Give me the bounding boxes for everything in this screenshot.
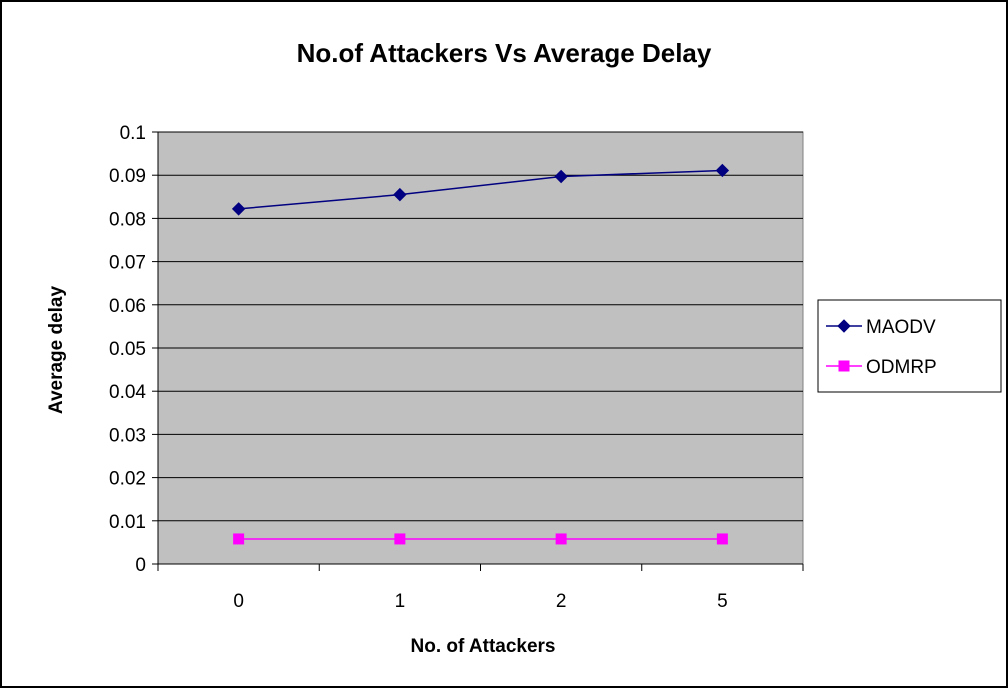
y-tick-label: 0.05 — [109, 339, 146, 360]
y-tick-label: 0.03 — [109, 425, 146, 446]
y-tick-label: 0.08 — [109, 209, 146, 230]
legend: MAODV ODMRP — [817, 299, 1002, 393]
gridlines — [158, 131, 803, 522]
x-tick-label: 1 — [395, 591, 406, 612]
x-tick-label: 0 — [233, 591, 244, 612]
x-tick-label: 5 — [717, 591, 728, 612]
axes: 0 0.01 0.02 0.03 0.04 0.05 0.06 0.07 0.08 0.09 0.1… — [109, 123, 804, 612]
legend-label-odmrp: ODMRP — [866, 357, 937, 378]
chart-title: No.of Attackers Vs Average Delay — [297, 38, 712, 68]
y-tick-label: 0.09 — [109, 166, 146, 187]
legend-marker-odmrp — [838, 360, 850, 372]
series-layer — [231, 163, 730, 545]
data-point-maodv — [554, 169, 568, 184]
data-point-maodv — [715, 163, 730, 178]
data-point-maodv — [231, 202, 246, 216]
y-tick-label: 0.02 — [109, 469, 146, 490]
y-tick-label: 0.1 — [120, 123, 146, 144]
y-axis-title: Average delay — [46, 285, 67, 414]
x-axis-title: No. of Attackers — [411, 636, 556, 657]
y-tick-label: 0.01 — [109, 512, 146, 533]
legend-label-maodv: MAODV — [866, 317, 936, 338]
data-point-odmrp — [716, 533, 728, 545]
data-point-odmrp — [555, 533, 567, 545]
y-tick-label: 0 — [135, 555, 146, 576]
y-tick-label: 0.07 — [109, 253, 146, 274]
legend-box — [817, 299, 1002, 393]
data-point-maodv — [393, 187, 407, 202]
x-tick-label: 2 — [556, 591, 567, 612]
y-tick-label: 0.06 — [109, 296, 146, 317]
data-point-odmrp — [394, 533, 406, 545]
data-point-odmrp — [233, 533, 245, 545]
legend-marker-maodv — [837, 319, 851, 333]
y-tick-label: 0.04 — [109, 382, 146, 403]
series-line-maodv — [238, 169, 723, 210]
